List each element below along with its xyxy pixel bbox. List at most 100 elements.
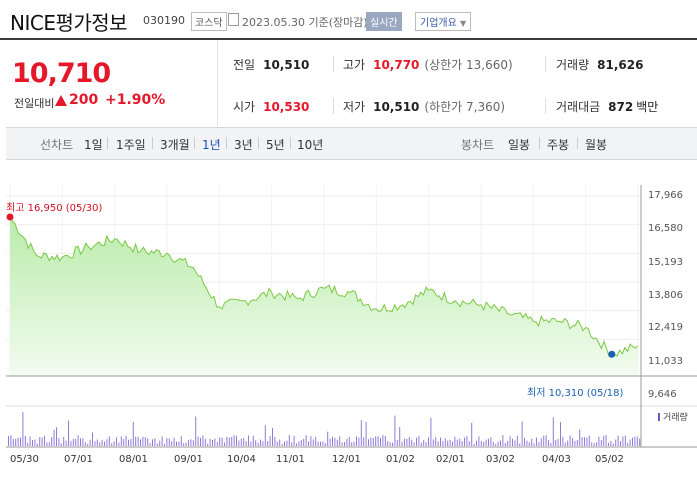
volume-bar: [308, 441, 309, 446]
x-tick: 05/02: [595, 454, 624, 465]
volume-bar: [584, 437, 585, 446]
change-rate: +1.90%: [105, 92, 166, 108]
volume-bar: [536, 437, 537, 446]
volume-bar: [156, 443, 158, 446]
cell-separator: [545, 56, 546, 72]
period-separator: [226, 137, 227, 149]
prev-close: 전일 10,510: [233, 56, 309, 73]
volume-bar: [104, 441, 105, 446]
volume-bar: [632, 437, 633, 446]
volume-bar: [70, 441, 72, 446]
volume-bar: [250, 441, 252, 446]
period-10y[interactable]: 10년: [297, 138, 324, 152]
high-value: 10,770: [373, 58, 420, 72]
volume-bar: [413, 442, 415, 446]
candle-weekly[interactable]: 주봉: [547, 138, 570, 152]
volume-bar: [224, 442, 225, 446]
volume-bar: [92, 432, 93, 446]
volume-bar: [24, 436, 26, 446]
realtime-button[interactable]: 실시간: [366, 12, 402, 31]
volume-bar: [572, 438, 573, 446]
volume-bar: [27, 442, 29, 446]
volume-bar: [286, 440, 288, 446]
volume-bar: [149, 443, 151, 446]
volume-bar: [140, 439, 141, 446]
company-overview-select[interactable]: 기업개요 ▼: [415, 12, 472, 31]
trade-amount: 거래대금 872 백만: [556, 98, 658, 115]
volume-bar: [437, 441, 439, 446]
open-price: 시가 10,530: [233, 98, 309, 115]
volume-bar: [478, 436, 480, 446]
volume-bar: [137, 436, 139, 446]
volume-bar: [442, 441, 444, 446]
volume-bar: [389, 442, 391, 446]
period-1w[interactable]: 1주일: [116, 138, 146, 152]
day-low: 저가 10,510 (하한가 7,360): [343, 98, 505, 115]
volume-bar: [312, 439, 314, 446]
volume-bar: [435, 437, 437, 446]
volume-bar: [375, 436, 377, 446]
volume-bar: [300, 440, 302, 446]
volume-bar: [202, 435, 204, 446]
x-tick: 02/01: [436, 454, 465, 465]
volume-bar: [574, 440, 576, 446]
volume-bar: [320, 441, 321, 446]
x-tick: 03/02: [486, 454, 515, 465]
volume-bar: [586, 437, 588, 446]
volume-bar: [207, 443, 209, 446]
volume-bar: [238, 440, 240, 446]
y-tick: 13,806: [648, 290, 683, 301]
up-arrow-icon: [55, 95, 67, 106]
period-separator: [539, 137, 540, 149]
volume-bar: [94, 441, 96, 446]
volume-bar: [404, 438, 405, 446]
y-tick: 16,580: [648, 223, 683, 234]
volume-bar: [46, 442, 48, 446]
volume-bar: [555, 439, 557, 446]
volume-bar: [476, 440, 477, 446]
candle-monthly[interactable]: 월봉: [585, 138, 608, 152]
volume-bar: [269, 436, 271, 446]
volume-bar: [507, 440, 509, 446]
day-high: 고가 10,770 (상한가 13,660): [343, 56, 513, 73]
volume-bar: [526, 440, 528, 446]
volume-bar: [260, 439, 261, 446]
volume-bar: [425, 442, 427, 446]
volume-bar: [17, 437, 19, 446]
period-3m[interactable]: 3개월: [160, 138, 190, 152]
volume-bar: [545, 435, 547, 446]
period-1y[interactable]: 1년: [202, 138, 221, 152]
volume-bar: [84, 442, 86, 446]
period-3y[interactable]: 3년: [234, 138, 253, 152]
period-bar: 선차트 1일 1주일 3개월 1년 3년 5년 10년 봉차트 일봉 주봉 월봉: [6, 127, 697, 160]
volume-bar: [240, 438, 242, 446]
volume-bar: [171, 441, 173, 446]
volume-bar: [617, 435, 619, 446]
volume-bar: [473, 444, 475, 446]
volume-bar: [310, 436, 312, 446]
volume-bar: [113, 441, 115, 446]
volume-bar: [449, 439, 451, 446]
low-marker: [608, 350, 616, 358]
volume-bar: [288, 435, 290, 446]
volume-bar: [334, 437, 336, 446]
volume-bar: [509, 436, 511, 446]
volume-bar: [228, 437, 230, 446]
x-tick: 04/03: [542, 454, 571, 465]
volume-bar: [58, 438, 60, 446]
volume-bar: [144, 437, 146, 446]
period-5y[interactable]: 5년: [266, 138, 285, 152]
volume: 거래량 81,626: [556, 56, 643, 73]
price-chart[interactable]: [0, 158, 697, 481]
period-1d[interactable]: 1일: [84, 138, 103, 152]
volume-bar: [298, 441, 300, 446]
volume-bar: [557, 439, 559, 446]
volume-bar: [245, 441, 247, 446]
candle-daily[interactable]: 일봉: [508, 138, 531, 152]
lower-limit: (하한가 7,360): [424, 100, 506, 114]
volume-bar: [284, 441, 285, 446]
volume-bar: [72, 438, 74, 446]
volume-bar: [452, 441, 453, 446]
y-tick: 11,033: [648, 356, 683, 367]
volume-bar: [488, 438, 489, 446]
